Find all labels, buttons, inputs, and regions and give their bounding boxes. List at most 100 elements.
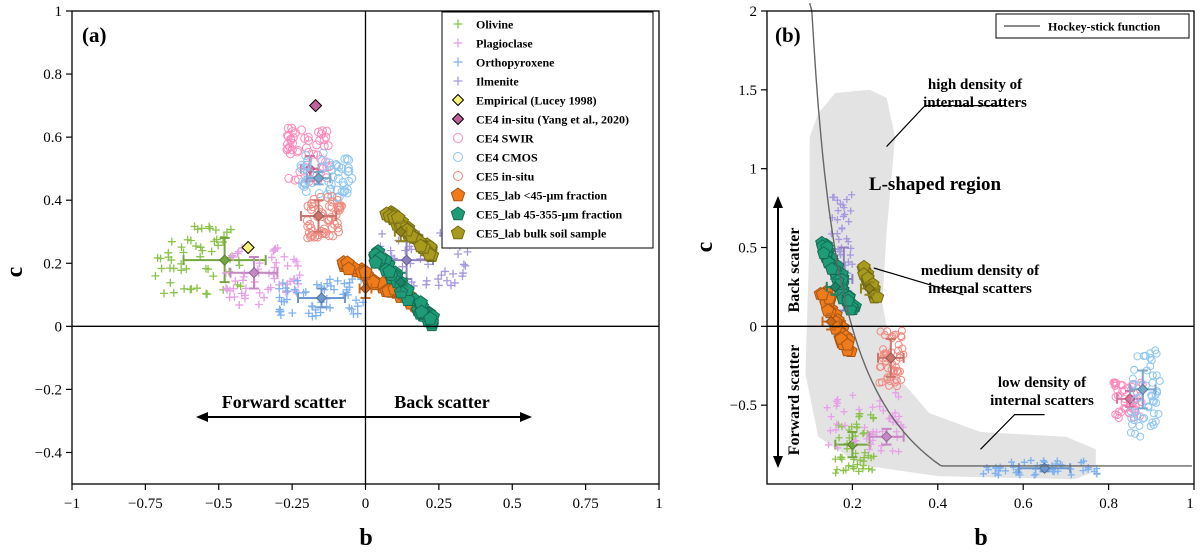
point-b-ce4-cmos (1146, 362, 1155, 371)
panel-a-data-marks (151, 98, 472, 332)
chart-panel-a: −1 −0.75 −0.5 −0.25 0 0.25 0.5 0.75 1 −0.4 −0.2 0 0.… (2, 4, 663, 551)
point-a-ce4-swir (297, 125, 307, 135)
point-a-plagioclase (225, 293, 234, 302)
point-a-plagioclase (234, 247, 243, 256)
point-a-ilmenite (378, 229, 387, 238)
legend-label: CE5_lab <45-µm fraction (476, 189, 607, 203)
point-b-olivine (865, 465, 873, 473)
point-a-plagioclase (255, 259, 264, 268)
point-b-plagioclase (895, 393, 903, 401)
point-b-ilmenite (836, 248, 844, 256)
point-a-ce4-cmos (347, 173, 357, 183)
point-b-ce4-cmos (1128, 374, 1137, 383)
point-a-ce4-cmos (301, 151, 311, 161)
point-b-olivine (870, 452, 878, 460)
point-a-ce4-cmos (340, 186, 350, 196)
series-b-ce5-lab-bulk-soil-sample (856, 259, 885, 304)
point-a-orthopyroxene (352, 296, 361, 305)
panel-a-x-tick-label: 0.5 (503, 496, 522, 512)
point-a-ce5-in-situ (316, 192, 326, 202)
point-a-ce4-cmos (340, 154, 350, 164)
point-a-ce4-swir (303, 132, 313, 142)
point-b-ilmenite (843, 235, 851, 243)
arrow-head-left (196, 412, 208, 422)
point-b-ce4-cmos (1149, 397, 1158, 406)
point-a-ce4-cmos (332, 192, 342, 202)
point-b-plagioclase (834, 396, 842, 404)
point-b-olivine (868, 466, 876, 474)
series-a-ce5-lab-bulk-soil-sample-mean-marker (395, 226, 407, 238)
point-b-olivine (843, 445, 851, 453)
point-b-olivine (855, 413, 863, 421)
point-b-ilmenite (838, 225, 846, 233)
point-b-ce4-cmos (1130, 379, 1139, 388)
point-a-plagioclase (292, 257, 301, 266)
point-a-ce5-in-situ (319, 224, 329, 234)
point-a-ilmenite (422, 280, 431, 289)
panel-b-data-marks (813, 191, 1164, 479)
panel-a-scatter-arrow (196, 412, 532, 422)
legend-hockey-stick-label: Hockey-stick function (1048, 20, 1161, 34)
point-a-plagioclase (254, 300, 263, 309)
point-b-ilmenite (836, 200, 844, 208)
point-b-ce4-cmos (1128, 420, 1137, 429)
panel-b-legend: Hockey-stick function (995, 13, 1190, 39)
legend-marker-ce5-lab-45-355-m-fraction (450, 206, 466, 221)
panel-b-label: (b) (775, 23, 801, 47)
point-b-plagioclase (840, 408, 848, 416)
point-b-ilmenite (829, 193, 837, 201)
point-a-ilmenite (434, 275, 443, 284)
point-a-ilmenite (398, 262, 407, 271)
point-b-ce4-cmos (1146, 353, 1155, 362)
point-b-olivine (861, 449, 869, 457)
legend-label: CE4 SWIR (476, 132, 534, 146)
vertical-arrow-head-up (773, 196, 783, 208)
point-b-ce4-cmos (1130, 365, 1139, 374)
point-b-ce5-lab-45-355-m-fraction (825, 261, 839, 275)
series-b-ce4-cmos (1126, 346, 1164, 441)
point-b-plagioclase (827, 413, 835, 421)
point-a-ilmenite (407, 245, 416, 254)
point-b-ce5-in-situ (893, 367, 902, 376)
point-a-ilmenite (458, 272, 467, 281)
point-a-orthopyroxene (325, 275, 334, 284)
point-a-ce4-swir (287, 145, 297, 155)
point-b-plagioclase (852, 437, 860, 445)
point-b-ce4-cmos (1140, 413, 1149, 422)
point-a-ce5-in-situ (327, 192, 337, 202)
point-b-ce5-lab-45-355-m-fraction (817, 246, 831, 259)
high-density-label-line2: internal scatters (923, 95, 1027, 111)
series-a-ce4-cmos-mean-marker (312, 172, 325, 184)
point-a-olivine (186, 236, 195, 245)
point-a-plagioclase (283, 280, 292, 289)
panel-a-y-tick-label: −0.4 (35, 445, 63, 461)
point-a-ce4-swir (293, 146, 303, 156)
point-a-ce5-lab-45-355-m-fraction (414, 304, 429, 319)
point-b-orthopyroxene (1067, 471, 1075, 479)
point-a-ilmenite (442, 276, 451, 285)
point-b-olivine (853, 424, 861, 432)
legend-marker-ce4-cmos (453, 152, 463, 162)
point-a-olivine (157, 264, 166, 273)
point-a-olivine (218, 238, 227, 247)
point-a-plagioclase (269, 247, 278, 256)
point-a-plagioclase (241, 284, 250, 293)
point-a-ce5-in-situ (307, 199, 317, 209)
point-a-ce4-cmos (334, 162, 344, 172)
hockey-stick-line (809, 2, 1192, 467)
legend-marker-orthopyroxene (453, 57, 463, 67)
panel-b-x-tick-label: 0.4 (928, 496, 947, 512)
point-b-olivine (860, 454, 868, 462)
point-a-olivine (226, 225, 235, 234)
point-a-ilmenite (401, 246, 410, 255)
point-a-plagioclase (229, 253, 238, 262)
point-b-plagioclase (826, 427, 834, 435)
point-a-orthopyroxene (330, 285, 339, 294)
point-a-olivine (166, 278, 175, 287)
point-a-orthopyroxene (278, 279, 287, 288)
series-a-ce5-lab-45-355-m-fraction (368, 244, 441, 332)
point-a-ce4-cmos (344, 155, 354, 165)
point-a-ilmenite (461, 261, 470, 270)
series-b-ce5-lab-bulk-soil-sample-mean-marker (863, 282, 876, 295)
point-a-ce5-in-situ (329, 219, 339, 229)
